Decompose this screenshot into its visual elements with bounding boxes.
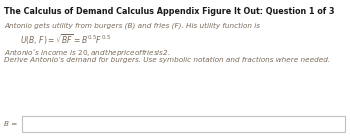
Text: The Calculus of Demand Calculus Appendix Figure It Out: Question 1 of 3: The Calculus of Demand Calculus Appendix…	[4, 7, 335, 16]
FancyBboxPatch shape	[22, 116, 345, 132]
Text: Antonio’s income is $20, and the price of fries is $2.: Antonio’s income is $20, and the price o…	[4, 47, 171, 58]
Text: B =: B =	[4, 121, 18, 127]
Text: $U(B,\, F) = \sqrt{BF} = B^{0.5}F^{0.5}$: $U(B,\, F) = \sqrt{BF} = B^{0.5}F^{0.5}$	[20, 33, 111, 47]
Text: Derive Antonio’s demand for burgers. Use symbolic notation and fractions where n: Derive Antonio’s demand for burgers. Use…	[4, 57, 330, 63]
Text: Antonio gets utility from burgers (B) and fries (F). His utility function is: Antonio gets utility from burgers (B) an…	[4, 22, 260, 29]
